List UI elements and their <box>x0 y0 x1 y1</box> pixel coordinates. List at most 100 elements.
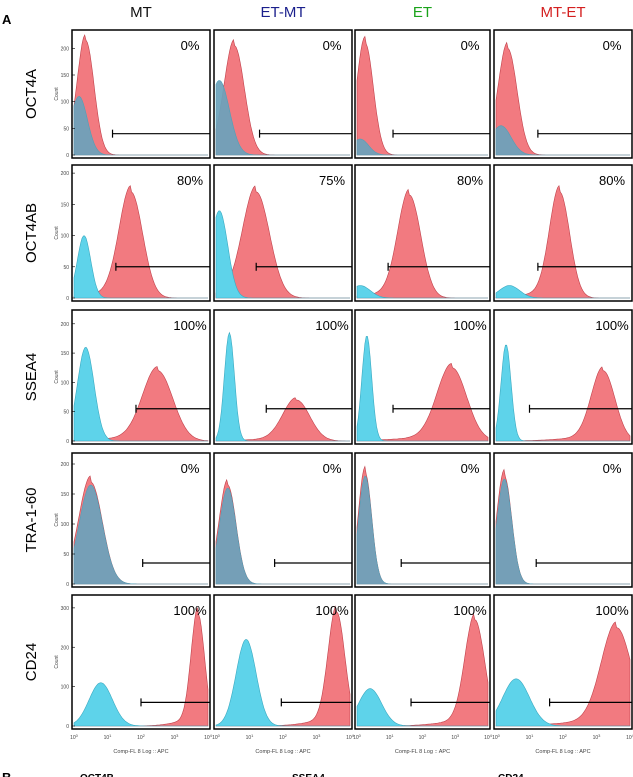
histogram-panel: 75% <box>213 164 353 302</box>
control-histogram <box>215 331 350 442</box>
control-histogram <box>495 344 630 442</box>
y-axis-label: Count <box>54 370 60 384</box>
control-histogram <box>215 210 350 299</box>
panel-frame <box>493 594 633 730</box>
y-tick-label: 50 <box>63 265 69 271</box>
percent-label: 100% <box>173 318 207 333</box>
panel-frame <box>71 29 211 159</box>
overlap-histogram <box>74 485 208 584</box>
y-tick-label: 200 <box>61 462 70 468</box>
panel-frame <box>213 164 353 302</box>
x-tick-label: 100 <box>70 733 79 741</box>
section-b-title: SSEA4 <box>292 773 325 777</box>
x-axis-label: Comp-FL 8 Log :: APC <box>535 749 590 755</box>
panel-frame <box>71 594 211 730</box>
x-tick-label: 104 <box>204 733 213 741</box>
control-histogram <box>495 285 630 299</box>
y-tick-label: 100 <box>61 380 70 386</box>
control-histogram <box>356 285 488 299</box>
row-label-tra-1-60: TRA-1-60 <box>23 487 40 552</box>
panel-frame <box>354 29 491 159</box>
panel-frame <box>493 164 633 302</box>
control-histogram <box>215 639 350 727</box>
stained-histogram <box>73 34 208 156</box>
y-tick-label: 0 <box>66 582 69 588</box>
panel-frame <box>354 594 491 730</box>
column-header-et-mt: ET-MT <box>261 4 306 21</box>
histogram-panel: 100% <box>493 309 633 445</box>
overlap-histogram <box>357 476 488 584</box>
y-tick-label: 150 <box>61 73 70 79</box>
percent-label: 100% <box>315 603 349 618</box>
panel-frame <box>213 309 353 445</box>
panel-frame <box>71 164 211 302</box>
y-tick-label: 150 <box>61 202 70 208</box>
row-label-cd24: CD24 <box>23 643 40 681</box>
histogram-panel: 100% <box>213 309 353 445</box>
percent-label: 100% <box>595 318 629 333</box>
x-tick-label: 104 <box>484 733 493 741</box>
x-axis-label: Comp-FL 8 Log :: APC <box>395 749 450 755</box>
x-tick-label: 103 <box>451 733 460 741</box>
y-tick-label: 0 <box>66 439 69 445</box>
row-label-oct4ab: OCT4AB <box>23 203 40 263</box>
histogram-panel: 0% <box>354 452 491 588</box>
y-tick-label: 50 <box>63 410 69 416</box>
x-tick-label: 104 <box>346 733 355 741</box>
x-tick-label: 101 <box>246 733 255 741</box>
overlap-histogram <box>216 80 350 155</box>
panel-label-b: B <box>2 770 11 777</box>
histogram-panel: 80% <box>493 164 633 302</box>
stained-histogram <box>495 41 630 156</box>
percent-label: 0% <box>323 38 342 53</box>
y-tick-label: 100 <box>61 100 70 106</box>
x-tick-label: 100 <box>353 733 362 741</box>
percent-label: 80% <box>177 173 203 188</box>
row-label-oct4a: OCT4A <box>23 69 40 119</box>
control-histogram <box>73 682 208 727</box>
histogram-panel: 0% <box>493 452 633 588</box>
y-tick-label: 100 <box>61 522 70 528</box>
x-tick-label: 100 <box>492 733 501 741</box>
stained-histogram <box>495 184 630 299</box>
percent-label: 100% <box>453 603 487 618</box>
panel-frame <box>493 29 633 159</box>
x-tick-label: 102 <box>137 733 146 741</box>
stained-histogram <box>356 188 488 299</box>
panel-frame <box>354 452 491 588</box>
histogram-panel: 0% <box>354 29 491 159</box>
control-histogram <box>356 688 488 727</box>
percent-label: 80% <box>599 173 625 188</box>
y-tick-label: 150 <box>61 351 70 357</box>
section-b-title: CD24 <box>498 773 524 777</box>
panel-frame <box>493 452 633 588</box>
histogram-panel: 80% 0 50 100 150 200 Count <box>54 164 211 302</box>
y-tick-label: 200 <box>61 322 70 328</box>
y-tick-label: 200 <box>61 46 70 52</box>
y-tick-label: 0 <box>66 724 69 730</box>
row-label-ssea4: SSEA4 <box>23 353 40 401</box>
column-header-et: ET <box>413 4 432 21</box>
panel-frame <box>213 594 353 730</box>
histogram-panel: 0% <box>213 29 353 159</box>
panel-frame <box>213 29 353 159</box>
x-tick-label: 102 <box>279 733 288 741</box>
histogram-panel: 0% 0 50 100 150 200 Count <box>54 29 211 159</box>
x-tick-label: 104 <box>626 733 633 741</box>
x-tick-label: 103 <box>593 733 602 741</box>
x-tick-label: 103 <box>313 733 322 741</box>
section-b-title: OCT4B <box>80 773 114 777</box>
panel-frame <box>71 309 211 445</box>
panel-frame <box>71 452 211 588</box>
column-header-mt: MT <box>130 4 152 21</box>
percent-label: 0% <box>461 38 480 53</box>
overlap-histogram <box>216 488 350 584</box>
y-axis-label: Count <box>54 87 60 101</box>
percent-label: 0% <box>461 461 480 476</box>
percent-label: 100% <box>453 318 487 333</box>
panel-frame <box>213 452 353 588</box>
y-tick-label: 200 <box>61 171 70 177</box>
